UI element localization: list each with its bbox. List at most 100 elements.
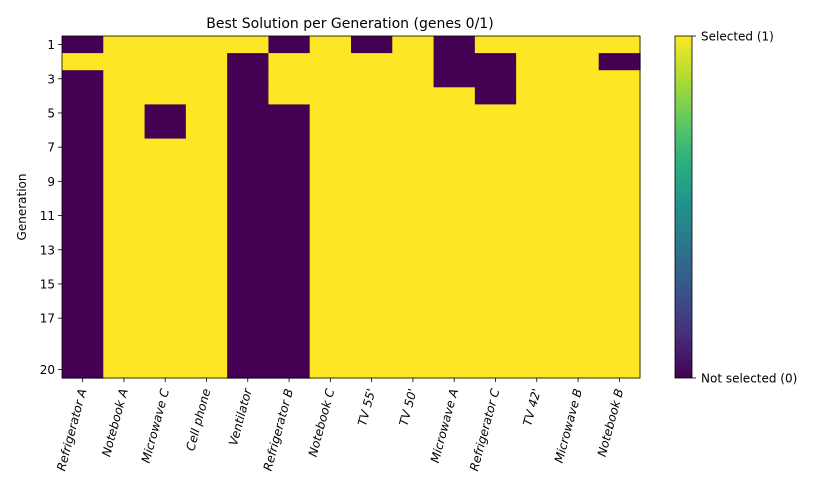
heatmap-cell — [557, 70, 600, 88]
heatmap-cell — [268, 172, 311, 191]
heatmap-cell — [433, 224, 476, 242]
heatmap-cell — [516, 189, 559, 208]
heatmap-cell — [309, 53, 352, 71]
heatmap-cell — [474, 326, 517, 345]
heatmap-cell — [103, 87, 146, 105]
heatmap-cell — [309, 326, 352, 345]
heatmap-cell — [144, 207, 187, 225]
heatmap-cell — [474, 53, 517, 71]
heatmap-cell — [309, 343, 352, 362]
heatmap-cell — [227, 87, 270, 105]
heatmap-cell — [227, 155, 270, 174]
heatmap-cell — [392, 155, 435, 174]
heatmap-cell — [351, 138, 393, 157]
colorbar-ticks: Not selected (0) Selected (1) — [692, 30, 797, 386]
heatmap-cell — [598, 292, 641, 311]
heatmap-cell — [598, 36, 641, 54]
heatmap-cell — [144, 309, 187, 328]
heatmap-cell — [62, 189, 104, 208]
heatmap-cell — [144, 104, 187, 123]
heatmap-cell — [185, 87, 228, 105]
heatmap-cell — [351, 155, 393, 174]
heatmap-cell — [392, 104, 435, 123]
heatmap-cell — [185, 207, 228, 225]
heatmap-cell — [62, 241, 104, 259]
heatmap-cell — [351, 241, 393, 259]
heatmap-cell — [185, 241, 228, 259]
heatmap-cell — [62, 36, 104, 54]
heatmap-cell — [433, 87, 476, 105]
x-tick-label: TV 42' — [520, 387, 543, 427]
x-tick-label: Microwave B — [552, 387, 585, 464]
heatmap-cell — [598, 343, 641, 362]
heatmap-cell — [557, 292, 600, 311]
heatmap-cell — [144, 292, 187, 311]
heatmap-cell — [351, 292, 393, 311]
heatmap-cell — [433, 172, 476, 191]
heatmap-cell — [144, 224, 187, 242]
heatmap-cell — [392, 138, 435, 157]
heatmap-cell — [309, 172, 352, 191]
heatmap-cell — [598, 207, 641, 225]
heatmap-cell — [516, 87, 559, 105]
heatmap-cell — [185, 104, 228, 123]
heatmap-cell — [268, 258, 311, 276]
heatmap-cell — [144, 172, 187, 191]
colorbar-tick-label: Selected (1) — [701, 30, 774, 44]
heatmap-cell — [144, 36, 187, 54]
heatmap-cell — [351, 326, 393, 345]
heatmap-cell — [268, 241, 311, 259]
heatmap-cell — [62, 155, 104, 174]
heatmap-cell — [433, 241, 476, 259]
heatmap-cell — [392, 87, 435, 105]
heatmap-cell — [227, 326, 270, 345]
heatmap-cell — [598, 360, 641, 379]
heatmap-cell — [309, 258, 352, 276]
heatmap-cell — [185, 155, 228, 174]
heatmap-cell — [144, 326, 187, 345]
heatmap-cell — [227, 189, 270, 208]
heatmap-cell — [268, 207, 311, 225]
heatmap-cell — [557, 360, 600, 379]
heatmap-cell — [557, 207, 600, 225]
heatmap-cell — [103, 207, 146, 225]
heatmap-cell — [268, 70, 311, 88]
heatmap-cell — [598, 172, 641, 191]
heatmap-cell — [557, 121, 600, 140]
heatmap-cell — [103, 224, 146, 242]
heatmap-cell — [557, 309, 600, 328]
heatmap-cell — [62, 172, 104, 191]
heatmap-cell — [433, 292, 476, 311]
heatmap-cell — [557, 258, 600, 276]
heatmap-cell — [392, 36, 435, 54]
heatmap-cell — [598, 326, 641, 345]
chart-title: Best Solution per Generation (genes 0/1) — [206, 16, 493, 32]
heatmap-cell — [62, 360, 104, 379]
heatmap-cell — [144, 241, 187, 259]
heatmap-cell — [268, 343, 311, 362]
heatmap-cell — [103, 138, 146, 157]
heatmap-cell — [474, 224, 517, 242]
heatmap-cell — [474, 87, 517, 105]
heatmap-cell — [144, 343, 187, 362]
heatmap-cell — [309, 138, 352, 157]
heatmap-cell — [351, 189, 393, 208]
heatmap-cell — [185, 326, 228, 345]
heatmap-cell — [227, 70, 270, 88]
heatmap-cell — [474, 121, 517, 140]
heatmap-cell — [598, 189, 641, 208]
heatmap-cell — [392, 70, 435, 88]
heatmap-cell — [62, 224, 104, 242]
heatmap-cell — [557, 53, 600, 71]
heatmap-cell — [103, 275, 146, 294]
x-tick-label: Microwave C — [139, 387, 172, 465]
heatmap-cell — [185, 224, 228, 242]
heatmap-cell — [103, 121, 146, 140]
y-tick-label: 17 — [40, 312, 55, 326]
heatmap-cell — [227, 275, 270, 294]
heatmap-cell — [185, 189, 228, 208]
heatmap-cell — [227, 53, 270, 71]
heatmap-cell — [144, 121, 187, 140]
heatmap-cell — [268, 189, 311, 208]
heatmap-cell — [62, 53, 104, 71]
